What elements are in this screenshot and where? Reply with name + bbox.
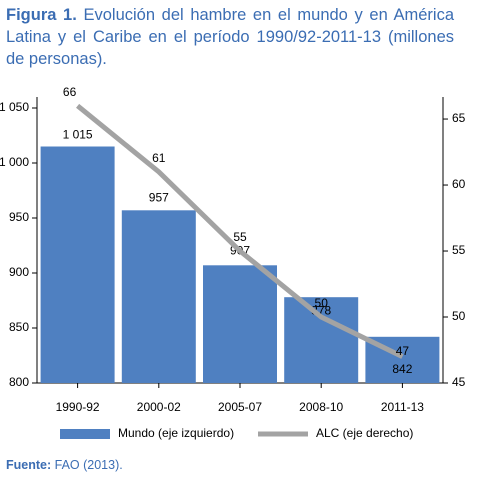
y-tick-label: 850 bbox=[9, 320, 29, 334]
bar bbox=[121, 210, 196, 383]
y2-tick-label: 65 bbox=[452, 111, 466, 125]
line-label: 61 bbox=[152, 151, 166, 165]
x-tick-label: 2011-13 bbox=[381, 400, 424, 414]
bar bbox=[284, 297, 359, 383]
y-tick-label: 950 bbox=[9, 210, 29, 224]
x-tick-label: 2000-02 bbox=[137, 400, 181, 414]
y-tick-label: 1 000 bbox=[0, 155, 29, 169]
y2-tick-label: 55 bbox=[452, 243, 466, 257]
bar bbox=[203, 265, 277, 383]
bar-label: 842 bbox=[392, 362, 412, 376]
legend-label: ALC (eje derecho) bbox=[316, 426, 413, 440]
line-series bbox=[76, 103, 404, 359]
chart-title: Figura 1. Evolución del hambre en el mun… bbox=[6, 4, 454, 70]
y2-tick-label: 60 bbox=[452, 177, 466, 191]
note-label: Fuente: bbox=[6, 458, 52, 472]
bar-label: 957 bbox=[149, 190, 169, 204]
figure-label: Figura 1. bbox=[6, 6, 77, 24]
line-label: 55 bbox=[233, 230, 247, 244]
line-label: 50 bbox=[315, 296, 329, 310]
title-text: Evolución del hambre en el mundo y en Am… bbox=[6, 6, 454, 68]
bar bbox=[40, 146, 115, 383]
x-tick-label: 2008-10 bbox=[299, 400, 343, 414]
bar-label: 1 015 bbox=[63, 128, 93, 142]
y-tick-label: 800 bbox=[9, 375, 29, 389]
y2-tick-label: 50 bbox=[452, 309, 466, 323]
y-tick-label: 1 050 bbox=[0, 100, 29, 114]
x-tick-label: 1990-92 bbox=[56, 400, 100, 414]
line-label: 47 bbox=[396, 344, 410, 358]
legend-swatch bbox=[60, 429, 110, 439]
y2-tick-label: 45 bbox=[452, 375, 466, 389]
y-tick-label: 900 bbox=[9, 265, 29, 279]
source-note: Fuente: FAO (2013). bbox=[6, 458, 123, 472]
x-tick-label: 2005-07 bbox=[218, 400, 262, 414]
note-text: FAO (2013). bbox=[54, 458, 123, 472]
legend-label: Mundo (eje izquierdo) bbox=[118, 426, 234, 440]
line-label: 66 bbox=[63, 85, 77, 99]
